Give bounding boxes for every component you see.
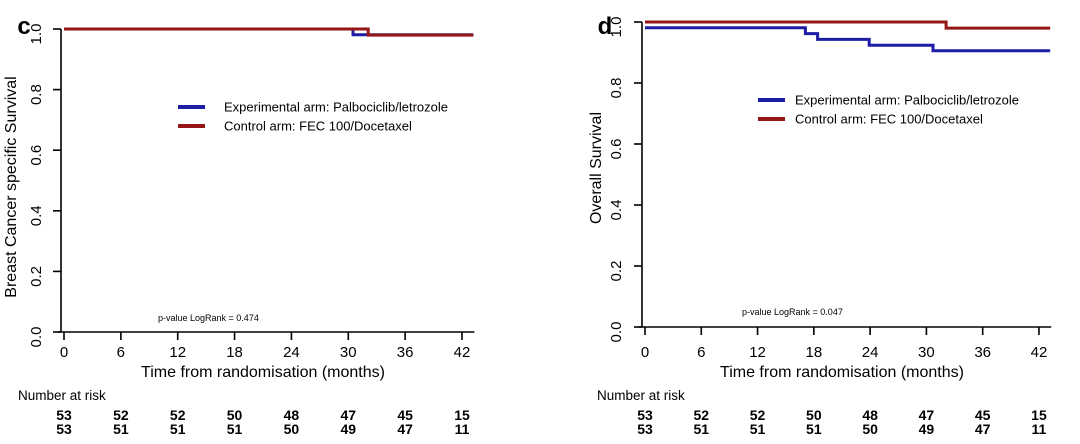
at-risk-title: Number at risk bbox=[18, 388, 106, 403]
km-curve-control bbox=[645, 20, 1051, 30]
y-tick-label: 0.4 bbox=[28, 205, 45, 226]
y-tick-label: 0.6 bbox=[608, 139, 625, 160]
at-risk-value: 49 bbox=[919, 421, 935, 437]
y-tick-label: 0.8 bbox=[608, 78, 625, 99]
x-axis-label: Time from randomisation (months) bbox=[141, 364, 385, 381]
y-tick-label: 0.2 bbox=[608, 261, 625, 282]
y-tick-label: 1.0 bbox=[28, 24, 45, 45]
at-risk-value: 48 bbox=[284, 407, 300, 423]
at-risk-value: 51 bbox=[750, 421, 766, 437]
y-tick-label: 0.0 bbox=[608, 322, 625, 343]
at-risk-value: 49 bbox=[340, 421, 356, 437]
at-risk-value: 15 bbox=[1031, 407, 1047, 423]
at-risk-value: 53 bbox=[637, 421, 653, 437]
at-risk-value: 45 bbox=[975, 407, 991, 423]
panel-letter: c bbox=[17, 13, 30, 40]
x-tick-label: 24 bbox=[283, 344, 300, 361]
legend-label-experimental: Experimental arm: Palbociclib/letrozole bbox=[224, 100, 448, 115]
x-tick-label: 6 bbox=[697, 344, 705, 361]
at-risk-value: 50 bbox=[227, 407, 243, 423]
x-tick-label: 18 bbox=[805, 344, 822, 361]
x-tick-label: 30 bbox=[340, 344, 357, 361]
x-axis-label: Time from randomisation (months) bbox=[720, 364, 964, 381]
y-tick-label: 0.6 bbox=[28, 145, 45, 166]
y-tick-label: 0.2 bbox=[28, 266, 45, 287]
at-risk-value: 51 bbox=[227, 421, 243, 437]
x-tick-label: 0 bbox=[60, 344, 68, 361]
x-tick-label: 18 bbox=[226, 344, 243, 361]
x-tick-label: 24 bbox=[862, 344, 879, 361]
panel-d: 0.0 0.2 0.4 0.6 0.8 1.0 0 6 12 18 24 30 36 42 Overall … bbox=[588, 13, 1052, 437]
at-risk-value: 50 bbox=[862, 421, 878, 437]
at-risk-value: 11 bbox=[455, 421, 470, 437]
at-risk-value: 52 bbox=[750, 407, 766, 423]
x-tick-label: 0 bbox=[641, 344, 649, 361]
at-risk-value: 51 bbox=[693, 421, 709, 437]
legend-label-control: Control arm: FEC 100/Docetaxel bbox=[795, 112, 983, 127]
x-tick-label: 30 bbox=[918, 344, 935, 361]
at-risk-value: 51 bbox=[113, 421, 129, 437]
at-risk-value: 47 bbox=[340, 407, 356, 423]
at-risk-value: 53 bbox=[56, 407, 72, 423]
at-risk-value: 53 bbox=[56, 421, 72, 437]
x-tick-label: 12 bbox=[169, 344, 186, 361]
pvalue-text: p-value LogRank = 0.474 bbox=[158, 313, 259, 323]
y-tick-label: 0.8 bbox=[28, 84, 45, 105]
at-risk-value: 50 bbox=[284, 421, 300, 437]
x-tick-label: 36 bbox=[397, 344, 414, 361]
y-axis-label: Overall Survival bbox=[588, 112, 605, 224]
at-risk-value: 53 bbox=[637, 407, 653, 423]
at-risk-value: 45 bbox=[397, 407, 413, 423]
y-axis-label: Breast Cancer specific Survival bbox=[3, 76, 20, 297]
at-risk-value: 15 bbox=[454, 407, 470, 423]
at-risk-value: 52 bbox=[170, 407, 186, 423]
at-risk-value: 48 bbox=[862, 407, 878, 423]
panel-letter: d bbox=[598, 13, 613, 40]
at-risk-value: 11 bbox=[1032, 421, 1047, 437]
at-risk-value: 47 bbox=[919, 407, 935, 423]
at-risk-title: Number at risk bbox=[597, 388, 685, 403]
km-curve-experimental bbox=[645, 26, 1051, 53]
y-tick-label: 0.4 bbox=[608, 200, 625, 221]
km-curve-control bbox=[64, 27, 474, 37]
x-tick-label: 12 bbox=[749, 344, 766, 361]
at-risk-value: 50 bbox=[806, 407, 822, 423]
at-risk-value: 52 bbox=[693, 407, 709, 423]
y-tick-label: 0.0 bbox=[28, 327, 45, 348]
y-tick-label: 1.0 bbox=[608, 17, 625, 38]
x-tick-label: 6 bbox=[117, 344, 125, 361]
x-tick-label: 42 bbox=[454, 344, 471, 361]
at-risk-value: 47 bbox=[975, 421, 991, 437]
x-tick-label: 42 bbox=[1031, 344, 1048, 361]
panel-c: 0.0 0.2 0.4 0.6 0.8 1.0 0 6 12 18 24 30 36 42 Breast C… bbox=[3, 13, 475, 437]
at-risk-value: 52 bbox=[113, 407, 129, 423]
legend-label-control: Control arm: FEC 100/Docetaxel bbox=[224, 119, 412, 134]
at-risk-value: 51 bbox=[170, 421, 186, 437]
at-risk-value: 51 bbox=[806, 421, 822, 437]
legend-label-experimental: Experimental arm: Palbociclib/letrozole bbox=[795, 93, 1019, 108]
pvalue-text: p-value LogRank = 0.047 bbox=[742, 307, 843, 317]
x-tick-label: 36 bbox=[974, 344, 991, 361]
at-risk-value: 47 bbox=[397, 421, 413, 437]
